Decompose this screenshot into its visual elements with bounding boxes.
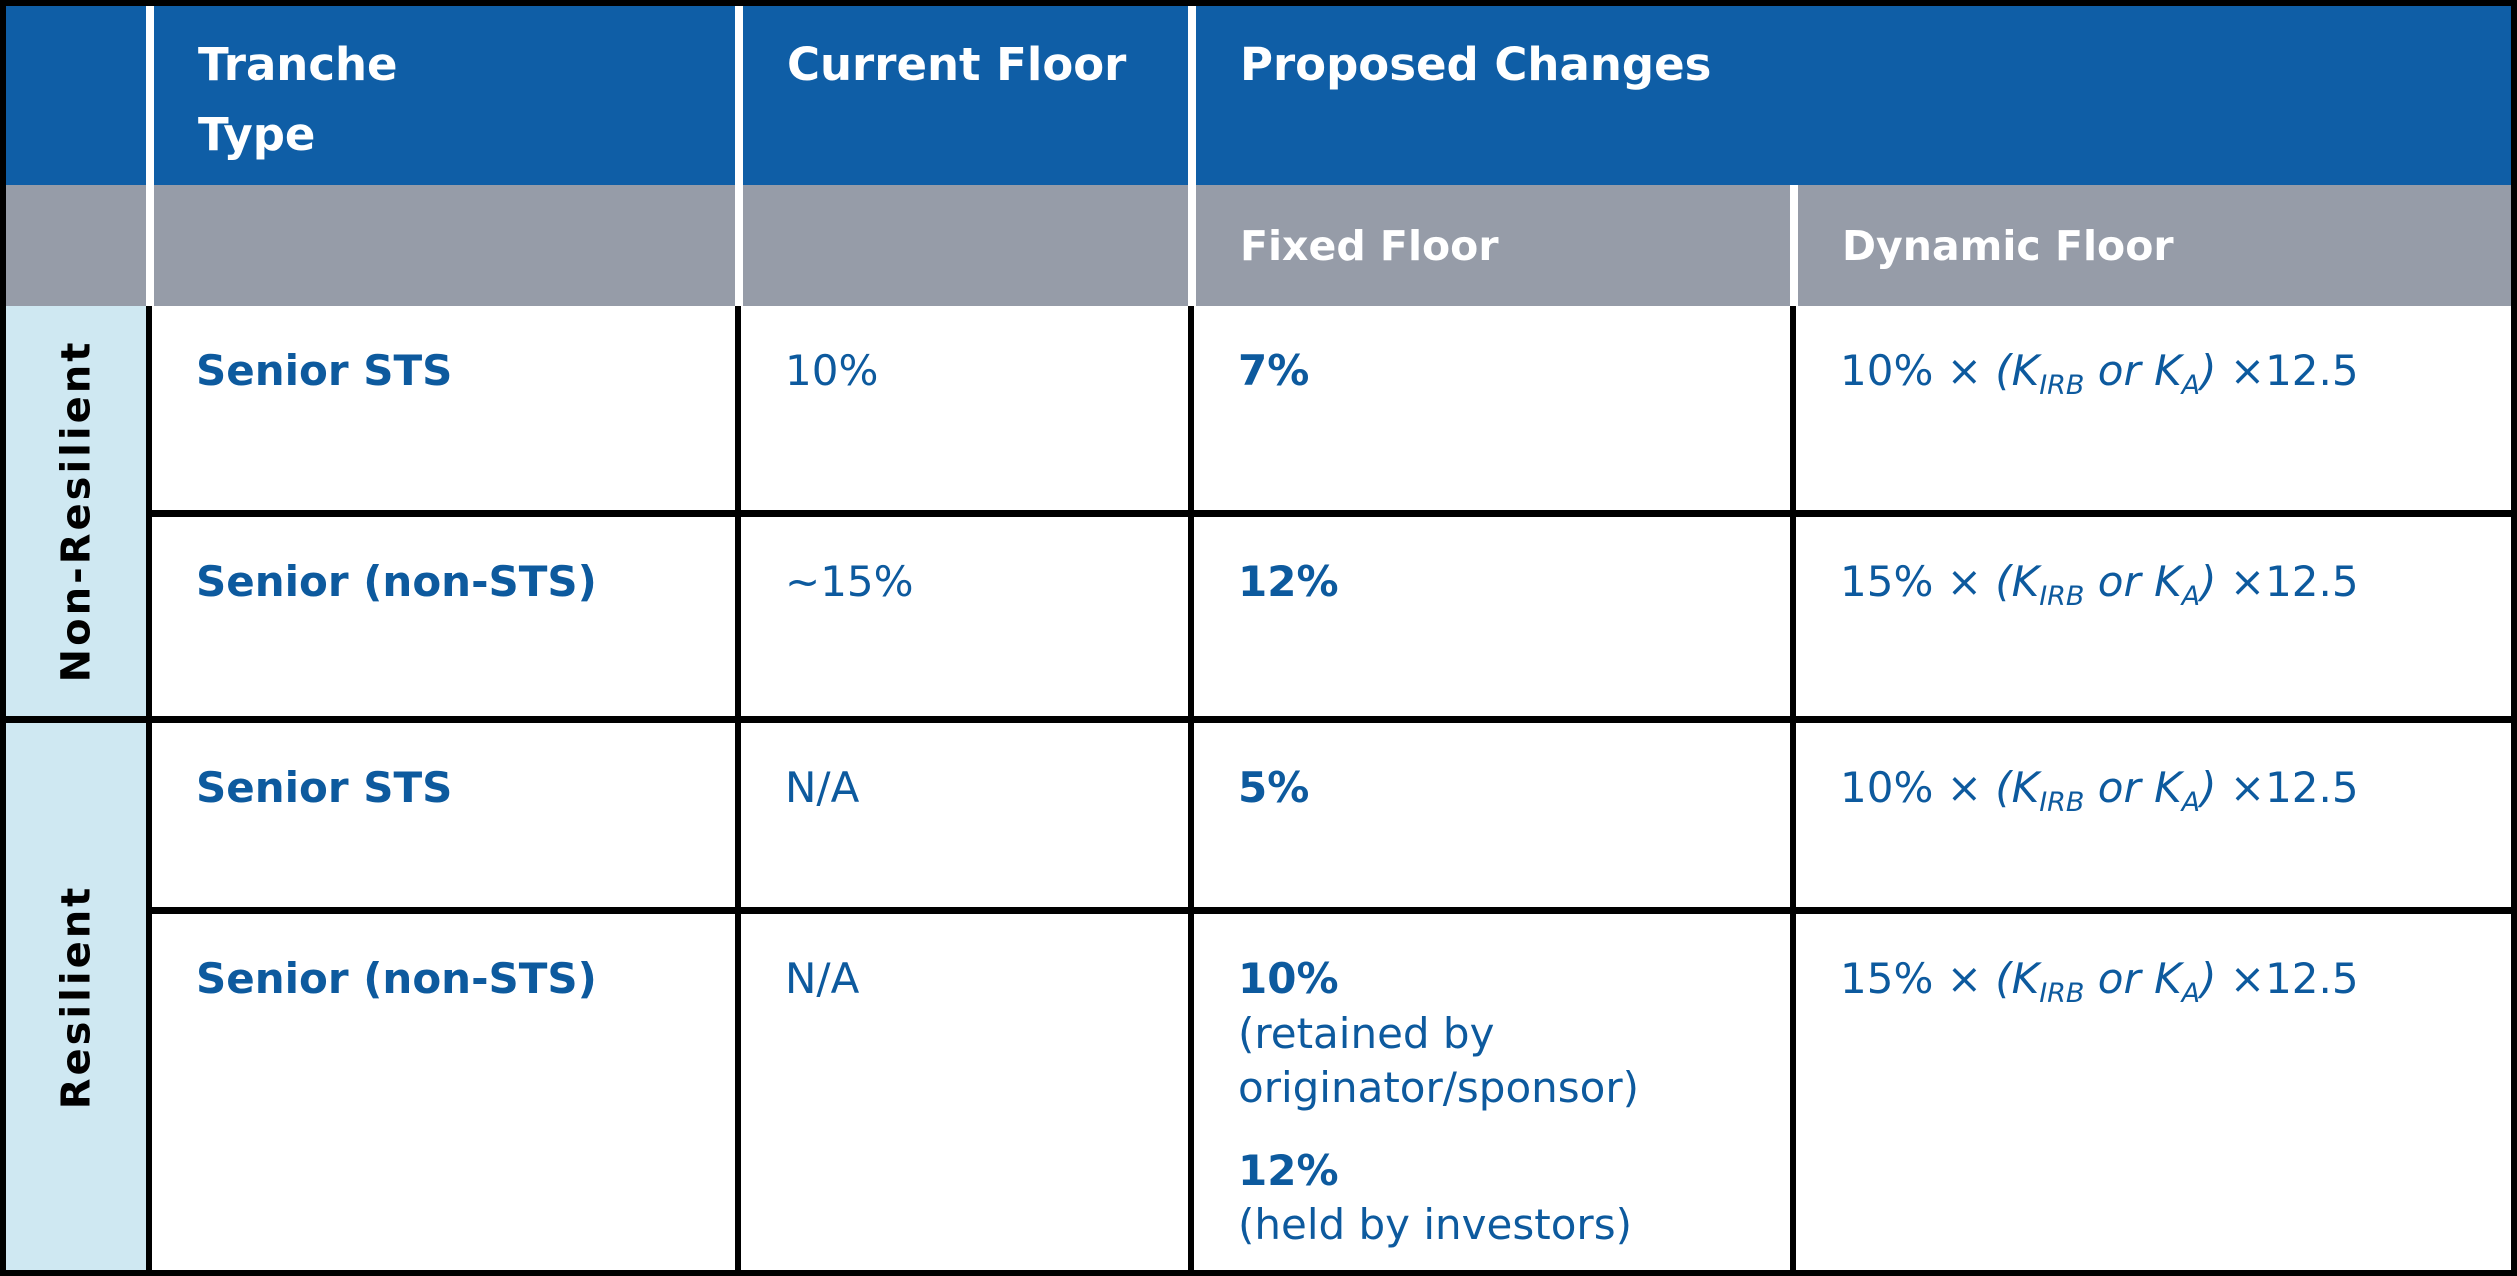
dynamic-floor-cell: 15% × (KIRB or KA) ×12.5 [1790,510,2511,716]
column-header-proposed-changes: Proposed Changes [1188,6,2511,185]
fixed-floor-value: 5% [1238,763,1310,812]
dynamic-floor-formula: 15% × (KIRB or KA) ×12.5 [1840,557,2359,612]
subheader-blank-current [735,185,1188,306]
dynamic-floor-cell: 15% × (KIRB or KA) ×12.5 [1790,907,2511,1270]
subheader-fixed-floor: Fixed Floor [1188,185,1790,306]
fixed-floor-value: 10% [1238,954,1339,1003]
header-corner-blank [6,6,146,185]
fixed-floor-cell: 10% (retained by originator/sponsor) 12%… [1188,907,1790,1270]
group-label-non-resilient: Non-Resilient [53,339,100,683]
fixed-floor-cell: 12% [1188,510,1790,716]
tranche-cell: Senior STS [146,306,735,510]
subheader-blank-group [6,185,146,306]
column-header-current-floor: Current Floor [735,6,1188,185]
current-floor-cell: N/A [735,907,1188,1270]
fixed-floor-note: (held by investors) [1238,1200,1632,1250]
dynamic-floor-cell: 10% × (KIRB or KA) ×12.5 [1790,306,2511,510]
tranche-cell: Senior (non-STS) [146,510,735,716]
subheader-blank-tranche [146,185,735,306]
fixed-floor-entry: 10% (retained by originator/sponsor) [1238,952,1762,1116]
fixed-floor-note: (retained by originator/sponsor) [1238,1008,1639,1113]
dynamic-floor-formula: 10% × (KIRB or KA) ×12.5 [1840,763,2359,818]
dynamic-floor-formula: 10% × (KIRB or KA) ×12.5 [1840,346,2359,401]
fixed-floor-cell: 7% [1188,306,1790,510]
dynamic-floor-cell: 10% × (KIRB or KA) ×12.5 [1790,716,2511,907]
tranche-cell: Senior STS [146,716,735,907]
dynamic-floor-formula: 15% × (KIRB or KA) ×12.5 [1840,954,2359,1009]
fixed-floor-cell: 5% [1188,716,1790,907]
group-cell-non-resilient: Non-Resilient [6,306,146,716]
current-floor-cell: ~15% [735,510,1188,716]
fixed-floor-entry: 12% (held by investors) [1238,1144,1762,1253]
tranche-cell: Senior (non-STS) [146,907,735,1270]
fixed-floor-value: 12% [1238,557,1339,606]
column-header-tranche-type: Tranche Type [146,6,735,185]
fixed-floor-value: 12% [1238,1145,1339,1195]
current-floor-cell: N/A [735,716,1188,907]
fixed-floor-value: 7% [1238,346,1310,395]
group-cell-resilient: Resilient [6,716,146,1270]
group-label-resilient: Resilient [53,884,100,1109]
current-floor-cell: 10% [735,306,1188,510]
subheader-dynamic-floor: Dynamic Floor [1790,185,2511,306]
